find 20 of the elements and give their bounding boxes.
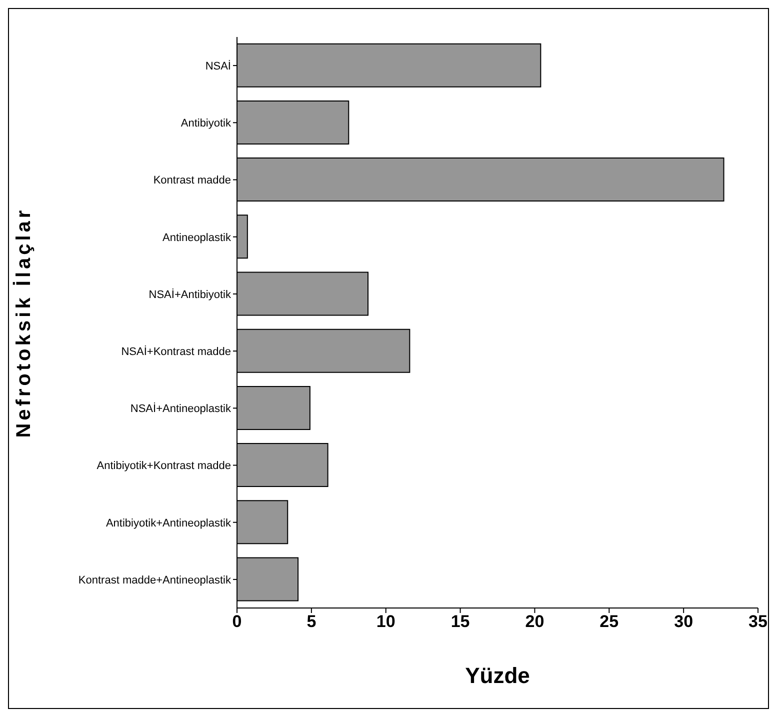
y-axis-title: Nefrotoksik İlaçlar <box>12 207 36 438</box>
y-tick-label: Antibiyotik+Kontrast madde <box>96 460 231 472</box>
y-tick-label: Antibiyotik+Antineoplastik <box>106 517 232 530</box>
x-tick-label: 0 <box>232 612 242 632</box>
x-tick-label: 25 <box>600 612 619 632</box>
y-tick-label: NSAİ+Antineoplastik <box>130 402 232 416</box>
x-tick-label: 5 <box>306 612 316 632</box>
y-tick-label: Antibiyotik <box>180 118 232 130</box>
x-tick-label: 30 <box>674 612 694 632</box>
y-tick-label: Antineoplastik <box>162 232 232 244</box>
y-tick-label: Kontrast madde <box>153 174 231 187</box>
y-tick-label: NSAİ <box>205 59 231 72</box>
x-tick-label: 10 <box>376 612 396 632</box>
y-tick-label: Kontrast madde+Antineoplastik <box>78 574 232 586</box>
y-tick-label: NSAİ+Antibiyotik <box>148 288 232 301</box>
y-tick-label: NSAİ+Kontrast madde <box>121 344 231 358</box>
x-tick-label: 35 <box>748 612 768 632</box>
x-axis-title: Yüzde <box>465 663 530 688</box>
x-tick-label: 15 <box>450 612 470 632</box>
x-tick-label: 20 <box>525 612 544 632</box>
